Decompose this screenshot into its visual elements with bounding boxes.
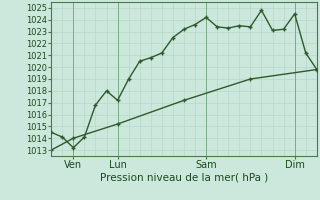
X-axis label: Pression niveau de la mer( hPa ): Pression niveau de la mer( hPa ) (100, 173, 268, 183)
